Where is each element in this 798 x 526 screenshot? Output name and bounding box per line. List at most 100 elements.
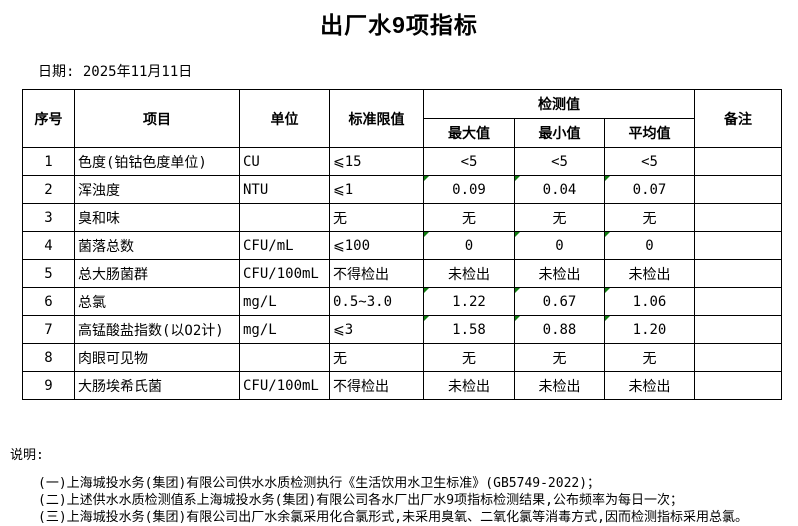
- cell-row-no-text: 6: [44, 293, 53, 310]
- cell-item-text: 臭和味: [78, 210, 120, 227]
- cell-avg-value-text: 未检出: [628, 378, 671, 395]
- cell-limit: ⩽15: [329, 147, 424, 176]
- cell-min-value-text: 0.88: [542, 321, 577, 338]
- cell-avg-value: 未检出: [603, 371, 696, 400]
- cell-note: [694, 343, 783, 372]
- cell-unit-text: CU: [243, 153, 260, 170]
- cell-avg-value: 0: [603, 231, 696, 260]
- cell-unit-text: mg/L: [243, 321, 277, 338]
- cell-max-value-text: 未检出: [448, 266, 490, 283]
- cell-row-no-text: 9: [44, 377, 53, 394]
- cell-max-value-text: 0.09: [452, 181, 486, 198]
- notes-list: (一)上海城投水务(集团)有限公司供水水质检测执行《生活饮用水卫生标准》(GB5…: [38, 475, 798, 526]
- cell-limit-text: 无: [333, 350, 347, 367]
- note-line: (一)上海城投水务(集团)有限公司供水水质检测执行《生活饮用水卫生标准》(GB5…: [38, 476, 601, 491]
- cell-unit-text: CFU/mL: [243, 237, 294, 254]
- text-as-number-flag-icon: [424, 288, 429, 293]
- cell-row-no-text: 5: [44, 265, 53, 282]
- text-as-number-flag-icon: [605, 232, 610, 237]
- header-max: 最大值: [423, 118, 515, 148]
- cell-max-value: 无: [423, 203, 515, 232]
- cell-row-no: 2: [22, 175, 75, 204]
- cell-avg-value-text: <5: [641, 153, 658, 170]
- cell-avg-value: 1.06: [603, 287, 696, 316]
- cell-limit: 无: [329, 203, 424, 232]
- header-item: 项目: [74, 89, 240, 148]
- cell-min-value-text: 0: [555, 237, 564, 254]
- cell-max-value: <5: [423, 147, 515, 176]
- cell-row-no-text: 4: [44, 237, 53, 254]
- cell-min-value: 0: [514, 231, 605, 260]
- table-row: 1 色度(铂钴色度单位) CU ⩽15 <5 <5 <5: [22, 147, 783, 176]
- cell-avg-value-text: 0: [645, 237, 654, 254]
- note-line: (二)上述供水水质检测值系上海城投水务(集团)有限公司各水厂出厂水9项指标检测结…: [38, 493, 683, 508]
- cell-item-text: 大肠埃希氏菌: [78, 378, 162, 395]
- cell-row-no: 4: [22, 231, 75, 260]
- report-page: 出厂水9项指标 日期: 2025年11月11日 序号 项目 单位 标准限值 检测…: [10, 12, 783, 525]
- cell-row-no-text: 1: [44, 153, 53, 170]
- header-no: 序号: [22, 89, 75, 148]
- cell-max-value-text: 0: [464, 237, 474, 254]
- header-unit: 单位: [239, 89, 330, 148]
- cell-note: [694, 231, 783, 260]
- cell-avg-value-text: 0.07: [632, 181, 667, 198]
- cell-limit: ⩽100: [329, 231, 424, 260]
- text-as-number-flag-icon: [515, 176, 520, 181]
- cell-min-value: <5: [514, 147, 605, 176]
- table-row: 3 臭和味 无 无 无 无: [22, 203, 783, 232]
- cell-min-value-text: <5: [551, 153, 568, 170]
- cell-item-text: 肉眼可见物: [78, 350, 148, 367]
- notes-label: 说明:: [10, 448, 44, 463]
- header-limit: 标准限值: [329, 89, 424, 148]
- cell-max-value-text: 无: [462, 350, 476, 367]
- cell-limit-text: 0.5~3.0: [333, 293, 393, 310]
- cell-row-no: 8: [22, 343, 75, 372]
- text-as-number-flag-icon: [424, 316, 429, 321]
- cell-row-no: 7: [22, 315, 75, 344]
- text-as-number-flag-icon: [424, 232, 429, 237]
- cell-max-value: 0.09: [423, 175, 515, 204]
- cell-limit: ⩽1: [329, 175, 424, 204]
- cell-min-value: 未检出: [514, 371, 605, 400]
- cell-avg-value: <5: [603, 147, 696, 176]
- cell-limit: 不得检出: [329, 371, 424, 400]
- text-as-number-flag-icon: [424, 176, 429, 181]
- cell-avg-value: 未检出: [603, 259, 696, 288]
- cell-note: [694, 371, 783, 400]
- cell-limit-text: ⩽100: [333, 237, 371, 254]
- header-note: 备注: [694, 89, 783, 148]
- cell-unit: CFU/100mL: [239, 259, 330, 288]
- header-avg: 平均值: [603, 118, 696, 148]
- cell-item: 肉眼可见物: [74, 343, 240, 372]
- cell-avg-value: 1.20: [603, 315, 696, 344]
- notes-section: 说明: (一)上海城投水务(集团)有限公司供水水质检测执行《生活饮用水卫生标准》…: [0, 444, 798, 526]
- cell-unit: CFU/mL: [239, 231, 330, 260]
- text-as-number-flag-icon: [515, 288, 520, 293]
- cell-row-no: 1: [22, 147, 75, 176]
- cell-min-value: 无: [514, 203, 605, 232]
- cell-row-no-text: 2: [44, 181, 53, 198]
- table-row: 9 大肠埃希氏菌 CFU/100mL 不得检出 未检出 未检出 未检出: [22, 371, 783, 400]
- cell-limit-text: 不得检出: [333, 378, 389, 395]
- cell-limit: 不得检出: [329, 259, 424, 288]
- header-min: 最小值: [514, 118, 605, 148]
- cell-min-value: 无: [514, 343, 605, 372]
- text-as-number-flag-icon: [515, 232, 520, 237]
- text-as-number-flag-icon: [605, 288, 610, 293]
- cell-item-text: 菌落总数: [78, 238, 134, 255]
- cell-row-no: 5: [22, 259, 75, 288]
- cell-unit: [239, 203, 330, 232]
- cell-row-no: 3: [22, 203, 75, 232]
- report-date: 日期: 2025年11月11日: [38, 64, 193, 80]
- cell-avg-value-text: 1.06: [632, 293, 667, 310]
- cell-max-value: 1.58: [423, 315, 515, 344]
- cell-min-value: 未检出: [514, 259, 605, 288]
- cell-limit-text: ⩽15: [333, 153, 362, 170]
- cell-row-no-text: 3: [44, 209, 53, 226]
- cell-unit-text: NTU: [243, 181, 269, 198]
- cell-limit: 0.5~3.0: [329, 287, 424, 316]
- cell-unit-text: mg/L: [243, 293, 277, 310]
- cell-item: 浑浊度: [74, 175, 240, 204]
- cell-note: [694, 175, 783, 204]
- table-row: 6 总氯 mg/L 0.5~3.0 1.22 0.67 1.06: [22, 287, 783, 316]
